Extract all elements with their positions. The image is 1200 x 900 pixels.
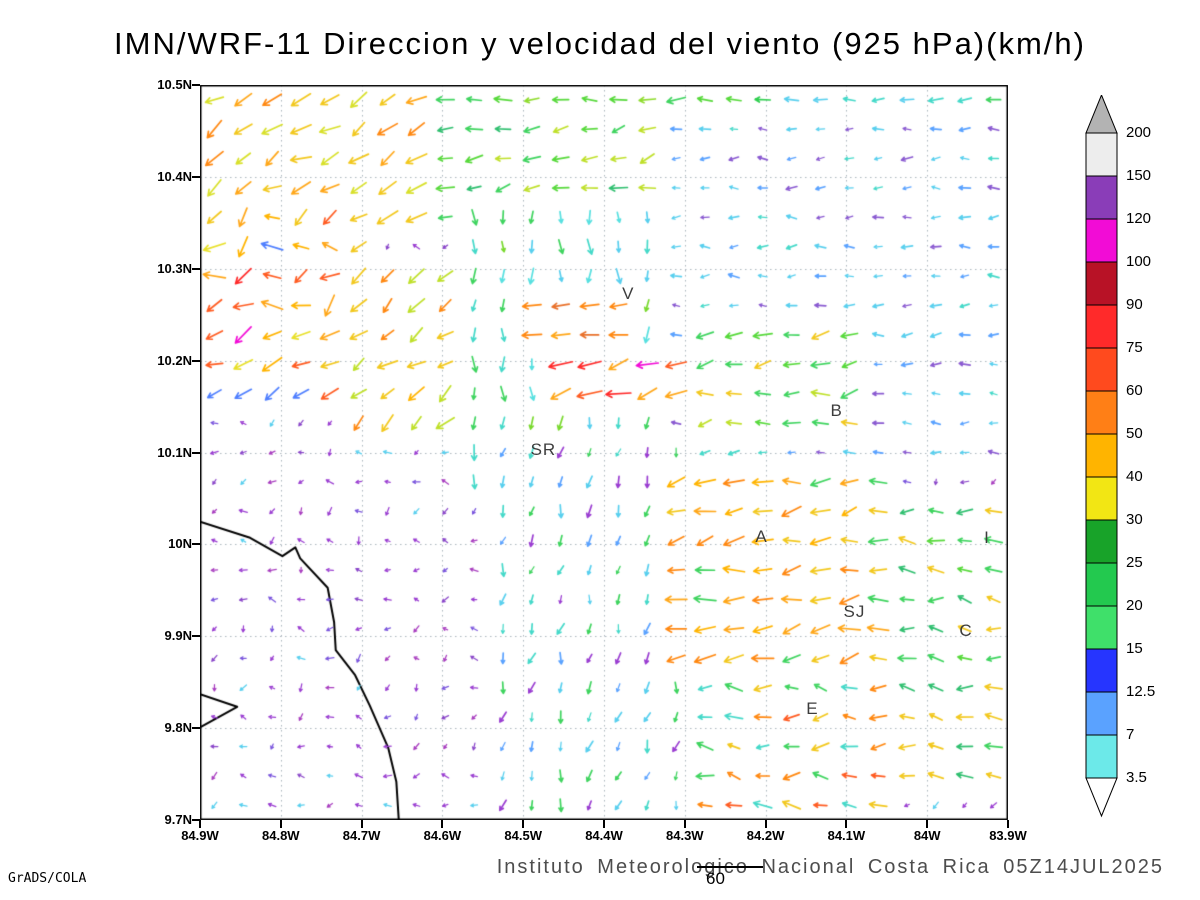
footer-institute-line: Instituto Meteorologico Nacional Costa R…	[496, 856, 1164, 878]
x-tick-mark	[360, 820, 363, 828]
colorbar-segment	[1085, 476, 1118, 521]
x-tick-mark	[845, 820, 848, 828]
colorbar-tick-label: 25	[1126, 554, 1143, 571]
y-tick-mark	[192, 267, 200, 270]
x-tick-label: 84.3W	[666, 828, 704, 843]
x-tick-label: 84.1W	[827, 828, 866, 843]
contour-label-60: 60	[706, 869, 725, 888]
y-tick-mark	[192, 635, 200, 638]
x-tick-label: 84.5W	[504, 828, 542, 843]
colorbar-tick-label: 90	[1126, 296, 1143, 313]
colorbar-segment	[1085, 175, 1118, 220]
x-tick-mark	[926, 820, 929, 828]
x-tick-mark	[279, 820, 282, 828]
colorbar-tick-label: 30	[1126, 511, 1143, 528]
colorbar-segment	[1085, 390, 1118, 435]
colorbar-segment	[1085, 132, 1118, 177]
colorbar-segment	[1085, 218, 1118, 263]
chart-title: IMN/WRF-11 Direccion y velocidad del vie…	[114, 26, 1086, 61]
x-tick-mark	[764, 820, 767, 828]
y-tick-mark	[192, 543, 200, 546]
grads-cola-credit: GrADS/COLA	[8, 871, 87, 886]
colorbar-tick-label: 75	[1126, 339, 1143, 356]
x-tick-mark	[603, 820, 605, 828]
y-tick-label: 9.9N	[164, 628, 192, 644]
x-tick-label: 84.6W	[423, 828, 462, 843]
colorbar-tick-label: 60	[1126, 382, 1143, 399]
x-tick-mark	[522, 820, 525, 828]
colorbar-segment	[1085, 433, 1118, 478]
colorbar-tick-label: 200	[1126, 124, 1152, 141]
colorbar-segment	[1085, 648, 1118, 693]
y-tick-label: 10.5N	[157, 77, 192, 92]
x-tick-label: 84.7W	[342, 828, 381, 843]
colorbar-segment	[1085, 304, 1118, 349]
y-tick-label: 10.1N	[157, 444, 192, 460]
y-tick-label: 9.7N	[164, 812, 192, 827]
x-tick-label: 83.9W	[989, 828, 1027, 843]
colorbar-tick-label: 3.5	[1126, 769, 1147, 786]
map-plot-area: V B SR A SJ C E I	[200, 85, 1008, 820]
y-tick-mark	[192, 84, 200, 86]
colorbar-tick-label: 40	[1126, 468, 1143, 485]
station-label-v: V	[622, 283, 635, 303]
y-tick-mark	[192, 451, 200, 454]
y-tick-mark	[192, 359, 200, 362]
colorbar-segment	[1085, 261, 1118, 306]
station-label-sj: SJ	[843, 601, 866, 621]
x-tick-label: 84.8W	[262, 828, 300, 843]
colorbar-tick-label: 150	[1126, 167, 1152, 184]
colorbar-tick-label: 7	[1126, 726, 1135, 743]
x-tick-mark	[683, 820, 686, 828]
colorbar-triangle-bottom	[1085, 777, 1118, 818]
x-tick-label: 84.9W	[181, 828, 219, 843]
colorbar-tick-label: 120	[1126, 210, 1152, 227]
y-tick-label: 9.8N	[164, 720, 192, 736]
colorbar-segment	[1085, 519, 1118, 564]
colorbar-segment	[1085, 691, 1118, 736]
colorbar-tick-label: 20	[1126, 597, 1143, 614]
x-tick-label: 84.4W	[585, 828, 623, 843]
station-label-a: A	[755, 527, 768, 547]
y-tick-label: 10N	[168, 536, 192, 552]
colorbar-segment	[1085, 734, 1118, 779]
colorbar-tick-label: 15	[1126, 640, 1143, 657]
y-tick-mark	[192, 175, 200, 178]
y-tick-mark	[192, 727, 200, 730]
contour-line-artifact	[697, 866, 763, 868]
y-tick-mark	[192, 819, 200, 821]
colorbar	[1085, 95, 1118, 818]
station-label-e: E	[806, 699, 819, 718]
station-label-sr: SR	[530, 440, 557, 460]
x-tick-mark	[441, 820, 444, 828]
colorbar-tick-label: 50	[1126, 425, 1143, 442]
station-label-c: C	[959, 621, 973, 641]
x-tick-label: 84W	[913, 828, 941, 843]
y-tick-label: 10.4N	[157, 168, 192, 184]
station-label-i: I	[984, 528, 990, 548]
colorbar-segment	[1085, 347, 1118, 392]
x-tick-mark	[1007, 820, 1009, 828]
y-tick-label: 10.2N	[157, 352, 192, 368]
x-tick-label: 84.2W	[746, 828, 785, 843]
y-tick-label: 10.3N	[157, 260, 192, 276]
colorbar-triangle-top	[1085, 95, 1118, 134]
station-label-b: B	[830, 401, 843, 421]
colorbar-tick-label: 12.5	[1126, 683, 1156, 700]
colorbar-segment	[1085, 605, 1118, 650]
wind-vector-canvas	[200, 85, 1008, 820]
colorbar-tick-label: 100	[1126, 253, 1152, 270]
x-tick-mark	[199, 820, 201, 828]
colorbar-segment	[1085, 562, 1118, 607]
